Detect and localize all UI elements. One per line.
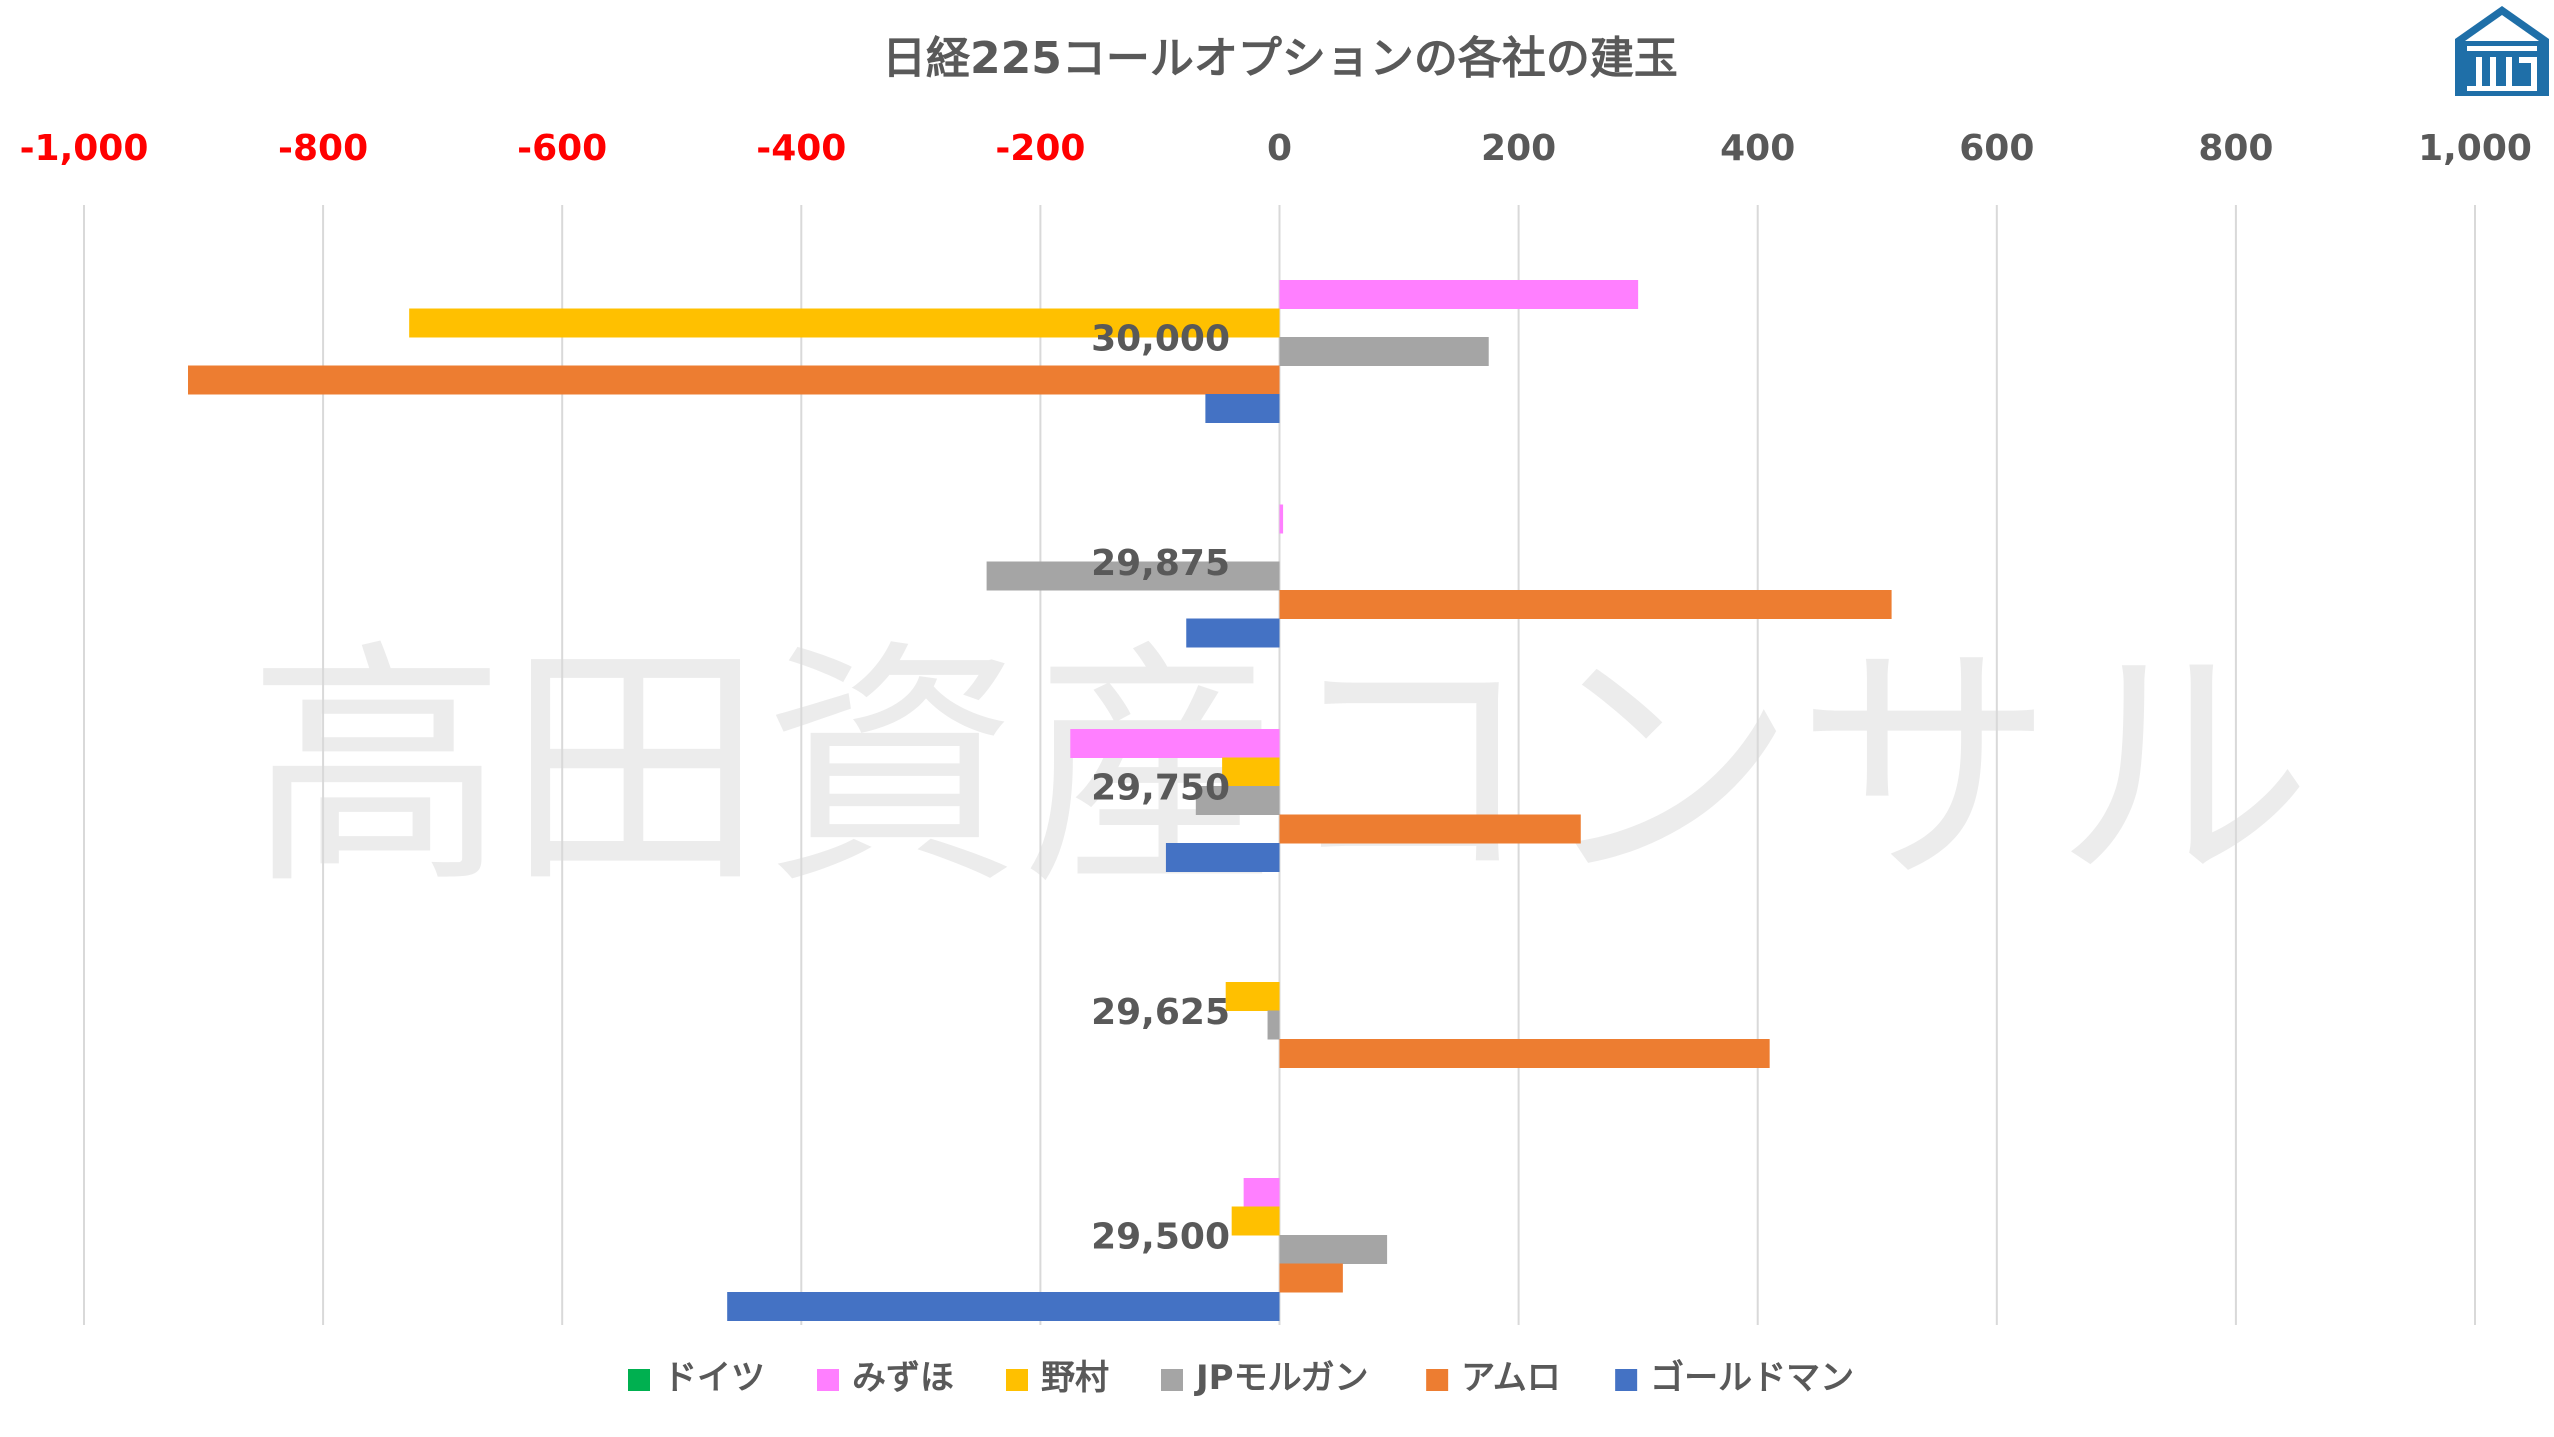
legend-swatch (1426, 1369, 1449, 1391)
legend-swatch (1006, 1369, 1028, 1391)
bar (1165, 843, 1280, 872)
bar (1279, 1039, 1770, 1068)
bar (1225, 982, 1280, 1011)
x-tick-label: 1,000 (2418, 128, 2532, 169)
legend-swatch (1615, 1369, 1638, 1391)
bar (1279, 337, 1489, 366)
legend-label: ゴールドマン (1650, 1358, 1854, 1398)
y-category-label: 29,875 (1091, 543, 1230, 584)
bar (1205, 394, 1280, 423)
bar (1186, 618, 1280, 648)
y-category-label: 30,000 (1091, 318, 1230, 359)
x-tick-label: -600 (517, 128, 607, 169)
bar (1279, 1263, 1343, 1293)
x-tick-label: 200 (1481, 128, 1556, 169)
bar (1243, 1178, 1280, 1207)
bar (1195, 786, 1280, 815)
chart-title: 日経225コールオプションの各社の建玉 (882, 33, 1678, 84)
x-tick-label: -800 (278, 128, 368, 169)
logo-icon (2455, 6, 2549, 96)
legend: ドイツ みずほ 野村 JPモルガン アムロ ゴールドマン (628, 1358, 1854, 1398)
x-tick-label: 800 (2198, 128, 2273, 169)
bar (1070, 729, 1280, 758)
bar (409, 308, 1280, 338)
legend-label: 野村 (1041, 1358, 1109, 1398)
bar (986, 561, 1280, 591)
x-tick-label: 400 (1720, 128, 1795, 169)
legend-label: みずほ (852, 1358, 954, 1398)
bar (1279, 280, 1639, 309)
x-tick-label: -400 (756, 128, 846, 169)
legend-label: ドイツ (663, 1358, 765, 1398)
bar (1279, 814, 1581, 844)
x-tick-label: -1,000 (20, 128, 149, 169)
bar (1279, 1235, 1388, 1264)
bar (1231, 1206, 1280, 1236)
y-axis: 30,000 29,875 29,750 29,625 29,500 (1091, 318, 1230, 1257)
y-category-label: 29,750 (1091, 767, 1230, 808)
bar (727, 1292, 1280, 1321)
legend-label: アムロ (1461, 1358, 1561, 1398)
bar (1279, 590, 1892, 619)
x-axis: -1,000 -800 -600 -400 -200 0 200 400 600 800 1,000 (20, 128, 2532, 169)
legend-label: JPモルガン (1194, 1358, 1369, 1398)
x-tick-label: 600 (1959, 128, 2034, 169)
x-tick-label: -200 (995, 128, 1085, 169)
bar (188, 365, 1280, 395)
x-tick-label: 0 (1267, 128, 1292, 169)
legend-swatch (1161, 1369, 1183, 1391)
bar (1222, 757, 1280, 787)
bar (1279, 504, 1284, 534)
legend-swatch (817, 1369, 839, 1391)
legend-swatch (628, 1369, 650, 1391)
y-category-label: 29,500 (1091, 1216, 1230, 1257)
bars (188, 280, 1892, 1321)
y-category-label: 29,625 (1091, 992, 1230, 1033)
bar (1267, 1010, 1280, 1040)
